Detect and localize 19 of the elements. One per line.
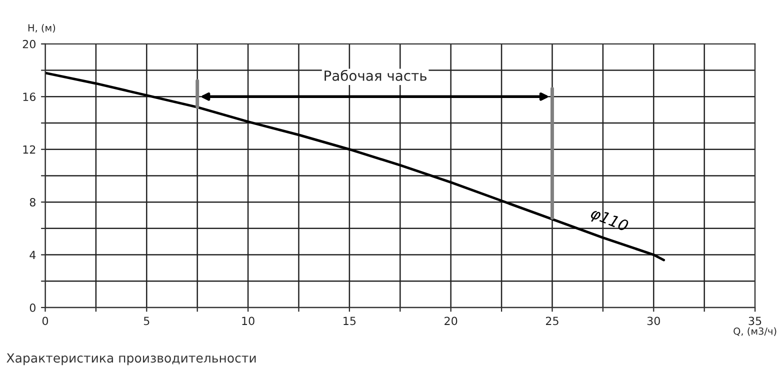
y-tick-label: 0 [30,303,36,312]
x-tick-label: 10 [242,316,254,326]
text: φ110 [588,206,630,234]
x-tick-label: 20 [444,316,458,326]
text: Характеристика производительности [6,353,256,366]
y-tick-label: 12 [23,145,36,154]
x-tick-label: 35 [748,316,762,326]
y-tick-label: 20 [22,40,36,48]
x-axis-title: Q, (м3/ч) [734,327,776,336]
y-tick-label: 8 [30,198,36,206]
x-tick-label: 5 [144,316,150,326]
y-tick-label: 16 [23,92,36,102]
x-tick-label: 30 [647,316,660,326]
x-tick-label: 0 [42,316,48,326]
annotation: Рабочая часть [324,70,427,81]
x-tick-label: 15 [344,316,356,326]
y-tick-label: 4 [30,250,36,260]
y-axis-title: H, (м) [28,24,56,33]
x-tick-label: 25 [546,316,558,326]
